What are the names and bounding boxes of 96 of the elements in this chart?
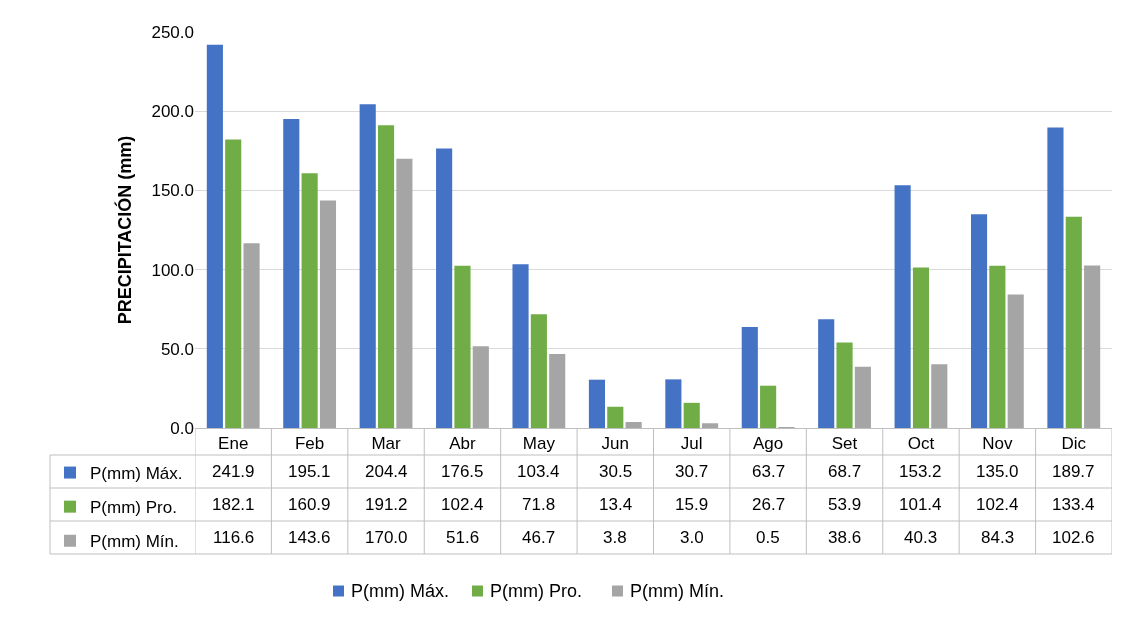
- bar: [894, 185, 911, 428]
- data-label: 102.4: [441, 495, 484, 514]
- y-tick-label: 0.0: [170, 418, 194, 438]
- bar: [512, 264, 529, 428]
- data-label: 135.0: [976, 462, 1019, 481]
- x-tick-label: Jul: [680, 434, 703, 454]
- data-label: 26.7: [752, 495, 786, 514]
- bar: [301, 173, 318, 428]
- data-label: 182.1: [212, 495, 255, 514]
- data-label: 204.4: [365, 462, 408, 481]
- x-tick-label: Nov: [982, 434, 1013, 454]
- data-label: 103.4: [517, 462, 560, 481]
- bar: [665, 379, 682, 428]
- bar: [396, 158, 413, 428]
- legend-label: P(mm) Máx.: [90, 464, 183, 484]
- bar: [760, 385, 777, 428]
- data-label: 40.3: [904, 528, 938, 547]
- data-label: 195.1: [288, 462, 331, 481]
- data-label: 30.7: [675, 462, 709, 481]
- bar: [1047, 127, 1064, 428]
- bar: [472, 346, 489, 428]
- data-label: 116.6: [213, 528, 255, 547]
- text: P(mm) Pro.: [490, 581, 582, 601]
- data-label: 30.5: [599, 462, 633, 481]
- bar: [377, 125, 395, 428]
- x-tick-label: Mar: [371, 434, 402, 454]
- data-label: 46.7: [522, 528, 556, 547]
- data-label: 84.3: [981, 528, 1015, 547]
- bar: [436, 148, 453, 428]
- data-label: 170.0: [365, 528, 408, 547]
- data-label: 15.9: [675, 495, 709, 514]
- y-tick-label: 50.0: [160, 339, 194, 359]
- data-label: 63.7: [752, 462, 786, 481]
- data-label: 102.4: [976, 495, 1019, 514]
- legend-label: P(mm) Pro.: [90, 498, 177, 518]
- y-tick-label: 100.0: [151, 260, 194, 280]
- bar: [741, 327, 758, 428]
- data-label: 143.6: [288, 528, 331, 547]
- legend-label: P(mm) Mín.: [90, 532, 179, 552]
- y-tick-label: 200.0: [151, 102, 194, 122]
- bar: [530, 314, 547, 428]
- bar: [1007, 294, 1024, 428]
- x-tick-label: May: [522, 434, 556, 454]
- data-label: 176.5: [441, 462, 484, 481]
- bar: [818, 319, 835, 428]
- data-label: 153.2: [899, 462, 942, 481]
- x-tick-label: Set: [831, 434, 858, 454]
- x-tick-label: Jun: [601, 434, 629, 454]
- bar: [607, 406, 624, 428]
- bar: [836, 342, 853, 428]
- data-label: 0.5: [756, 528, 780, 547]
- x-tick-label: Ene: [218, 434, 249, 454]
- bar: [625, 421, 642, 428]
- x-tick-label: Oct: [907, 434, 935, 454]
- bar: [225, 139, 242, 428]
- data-label: 133.4: [1052, 495, 1095, 514]
- x-tick-label: Feb: [294, 434, 325, 454]
- bar: [912, 267, 930, 428]
- data-label: 102.6: [1052, 528, 1095, 547]
- bar: [701, 423, 719, 428]
- bar: [359, 104, 376, 428]
- bar: [989, 265, 1006, 428]
- x-tick-label: Abr: [449, 434, 477, 454]
- data-label: 68.7: [828, 462, 862, 481]
- y-tick-label: 150.0: [151, 181, 194, 201]
- bar: [454, 265, 471, 428]
- bar: [319, 200, 337, 428]
- bar: [283, 118, 300, 428]
- bar: [854, 366, 871, 428]
- data-label: 51.6: [446, 528, 480, 547]
- data-label: 241.9: [212, 462, 255, 481]
- data-label: 53.9: [828, 495, 862, 514]
- bar: [549, 354, 566, 428]
- data-label: 3.8: [603, 528, 627, 547]
- data-label: 160.9: [288, 495, 331, 514]
- x-tick-label: Dic: [1061, 434, 1087, 454]
- bar: [243, 243, 260, 428]
- bar: [206, 44, 223, 428]
- data-label: 13.4: [599, 495, 633, 514]
- text: P(mm) Máx.: [351, 581, 449, 601]
- y-axis-title: PRECIPITACIÓN (mm): [113, 135, 135, 325]
- y-tick-label: 250.0: [151, 22, 194, 42]
- data-label: 71.8: [522, 495, 556, 514]
- data-label: 189.7: [1052, 462, 1095, 481]
- bar: [1065, 216, 1082, 428]
- x-tick-label: Ago: [753, 434, 784, 454]
- bar: [931, 364, 948, 428]
- bar: [683, 402, 700, 428]
- text: P(mm) Mín.: [630, 581, 724, 601]
- bar: [588, 379, 606, 428]
- bar: [970, 214, 988, 428]
- data-label: 38.6: [828, 528, 862, 547]
- data-label: 191.2: [365, 495, 408, 514]
- bar: [1084, 265, 1101, 428]
- data-label: 101.4: [899, 495, 942, 514]
- data-label: 3.0: [680, 528, 704, 547]
